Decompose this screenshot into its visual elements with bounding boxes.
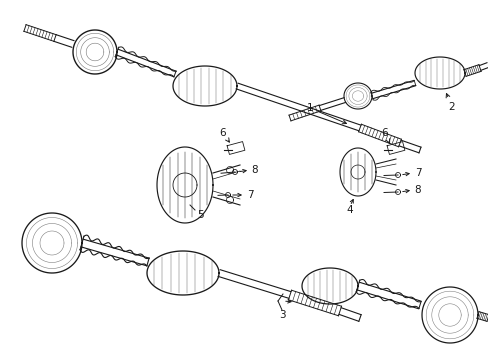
Text: 1: 1: [306, 103, 346, 124]
Text: 8: 8: [414, 185, 421, 195]
Text: 5: 5: [196, 210, 203, 220]
Text: 8: 8: [251, 165, 258, 175]
Text: 2: 2: [445, 94, 454, 112]
Text: 4: 4: [346, 205, 353, 215]
Text: 7: 7: [414, 168, 421, 178]
Text: 7: 7: [246, 190, 253, 200]
Text: 6: 6: [219, 128, 229, 142]
Text: 6: 6: [381, 128, 389, 143]
Text: 3: 3: [278, 310, 285, 320]
